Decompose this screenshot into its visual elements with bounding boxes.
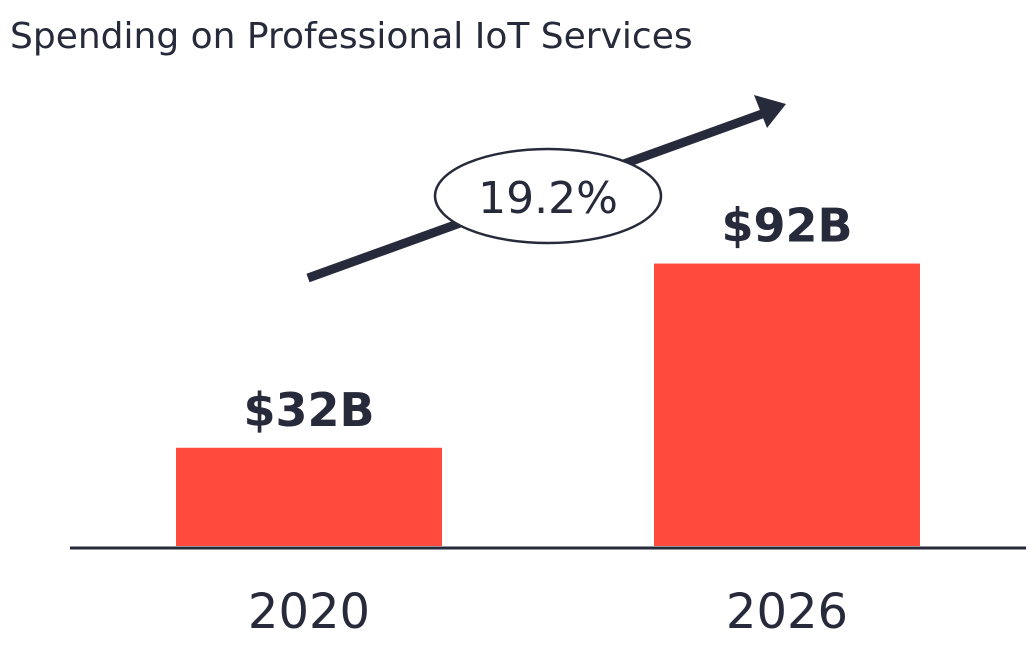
bar-2020: [176, 447, 442, 546]
x-tick-label-2026: 2026: [726, 584, 848, 640]
growth-rate-ellipse: [433, 147, 663, 245]
growth-arrow-head: [754, 95, 786, 128]
bars-layer: $32B 2020 $92B 2026: [176, 199, 920, 640]
growth-annotation: 19.2%: [306, 95, 786, 283]
value-label-2020: $32B: [243, 383, 374, 437]
growth-rate-label: 19.2%: [478, 173, 618, 224]
value-label-2026: $92B: [721, 199, 852, 253]
x-tick-label-2020: 2020: [248, 584, 370, 640]
chart-title: Spending on Professional IoT Services: [10, 16, 693, 57]
bar-2026: [654, 263, 920, 546]
